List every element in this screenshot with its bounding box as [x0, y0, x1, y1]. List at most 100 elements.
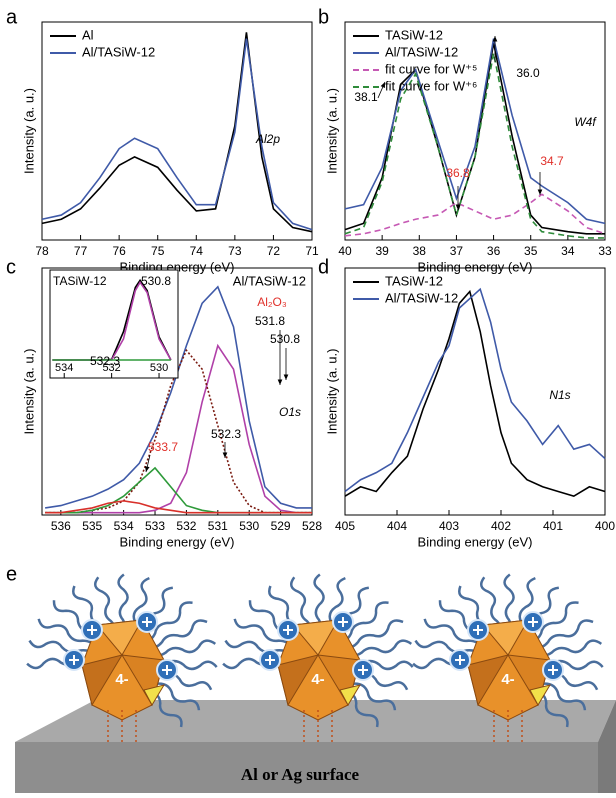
panel-label: e: [6, 563, 17, 585]
annotation: 38.1: [354, 90, 378, 104]
x-tick-label: 74: [190, 244, 204, 258]
x-tick-label: 37: [450, 244, 464, 258]
series-line: [45, 466, 312, 514]
polyoxometalate-cluster: 4-: [222, 573, 414, 745]
annotation: 531.8: [255, 314, 285, 328]
cluster-face: [482, 619, 529, 656]
plus-sign: [265, 655, 275, 665]
x-tick-label: 534: [114, 519, 134, 533]
x-tick-label: 33: [598, 244, 612, 258]
cluster-face: [277, 654, 320, 707]
charge-label: 4-: [501, 671, 514, 688]
alkyl-chain: [338, 601, 389, 645]
plus-sign: [87, 625, 97, 635]
panel-label: c: [6, 256, 16, 278]
y-axis-label: Intensity (a. u.): [324, 88, 339, 174]
series-label: TASiW-12: [53, 274, 107, 288]
arrow-head: [222, 452, 228, 458]
legend-label: Al/TASiW-12: [385, 290, 458, 305]
x-tick-label: 76: [112, 244, 126, 258]
chart: 40 39 38 37 36 35 34 33 Binding energy (eV) Inten…: [318, 6, 612, 274]
annotation: 36.0: [516, 66, 540, 80]
series-line: [344, 289, 606, 498]
y-axis-label: Intensity (a. u.): [324, 349, 339, 435]
arrow-head: [537, 189, 543, 195]
x-axis-label: Binding energy (eV): [120, 534, 235, 549]
alkyl-chain: [37, 618, 99, 649]
arrow-head: [277, 379, 283, 385]
plot-frame: [344, 21, 606, 241]
x-tick-label: 528: [302, 519, 322, 533]
annotation: 36.8: [446, 166, 470, 180]
x-tick-label: 536: [51, 519, 71, 533]
cluster-face: [96, 619, 143, 656]
y-axis-label: Intensity (a. u.): [21, 88, 36, 174]
panel-label: d: [318, 256, 329, 278]
x-tick-label: 35: [524, 244, 538, 258]
cluster-face: [467, 654, 510, 707]
arrow-head: [455, 204, 461, 210]
series-line: [45, 500, 312, 514]
plus-sign: [162, 665, 172, 675]
x-axis-label: Binding energy (eV): [418, 534, 533, 549]
arrow-head: [283, 374, 289, 380]
surface-illustration: Al or Ag surface 4- 4- 4-: [15, 573, 616, 793]
plus-sign: [338, 617, 348, 627]
x-tick-label: 402: [491, 519, 511, 533]
annotation: W4f: [574, 115, 597, 129]
annotation: Al₂O₃: [257, 295, 287, 309]
x-tick-label: 535: [82, 519, 102, 533]
x-tick-label: 534: [55, 362, 73, 374]
legend-label: TASiW-12: [385, 273, 443, 288]
cluster-face: [292, 619, 339, 656]
charge-label: 4-: [115, 671, 128, 688]
annotation: N1s: [549, 388, 570, 402]
x-tick-label: 532: [102, 362, 120, 374]
annotation: 533.7: [148, 440, 178, 454]
alkyl-chain: [142, 601, 193, 645]
alkyl-chain: [343, 619, 404, 651]
x-tick-label: 403: [439, 519, 459, 533]
surface-side: [598, 700, 616, 793]
cluster-face: [81, 654, 124, 707]
annotation: 34.7: [540, 154, 564, 168]
x-tick-label: 40: [338, 244, 352, 258]
cluster-face: [339, 684, 362, 707]
legend-label: Al: [82, 27, 94, 42]
plot-frame: [41, 267, 313, 516]
x-tick-label: 77: [74, 244, 88, 258]
series-line: [344, 38, 606, 225]
series-line: [45, 343, 312, 514]
chart: 536 535 534 533 532 531 530 529 528 Binding energ…: [6, 256, 322, 549]
x-tick-label: 531: [208, 519, 228, 533]
alkyl-chain: [414, 639, 482, 656]
arrow-head: [492, 36, 498, 42]
series-line: [344, 287, 606, 493]
alkyl-chain: [423, 618, 485, 649]
annotation: Al2p: [255, 132, 280, 146]
surface-label: Al or Ag surface: [241, 765, 360, 784]
plus-sign: [142, 617, 152, 627]
alkyl-chain: [147, 619, 208, 651]
x-tick-label: 36: [487, 244, 501, 258]
alkyl-chain: [233, 618, 295, 649]
arrow-head: [380, 82, 385, 88]
plus-sign: [283, 625, 293, 635]
x-tick-label: 530: [150, 362, 168, 374]
legend-label: TASiW-12: [385, 27, 443, 42]
alkyl-chain: [528, 601, 579, 645]
plus-sign: [455, 655, 465, 665]
series-label: Al/TASiW-12: [233, 273, 306, 288]
x-tick-label: 401: [543, 519, 563, 533]
charge-label: 4-: [311, 671, 324, 688]
polyoxometalate-cluster: 4-: [26, 573, 218, 745]
arrow-head: [144, 466, 150, 472]
surface-front: [15, 742, 598, 793]
x-tick-label: 75: [151, 244, 165, 258]
annotation: 530.8: [270, 332, 300, 346]
alkyl-chain: [533, 619, 594, 651]
x-tick-label: 38: [413, 244, 427, 258]
cluster-face: [143, 684, 166, 707]
surface-top: [15, 700, 616, 742]
